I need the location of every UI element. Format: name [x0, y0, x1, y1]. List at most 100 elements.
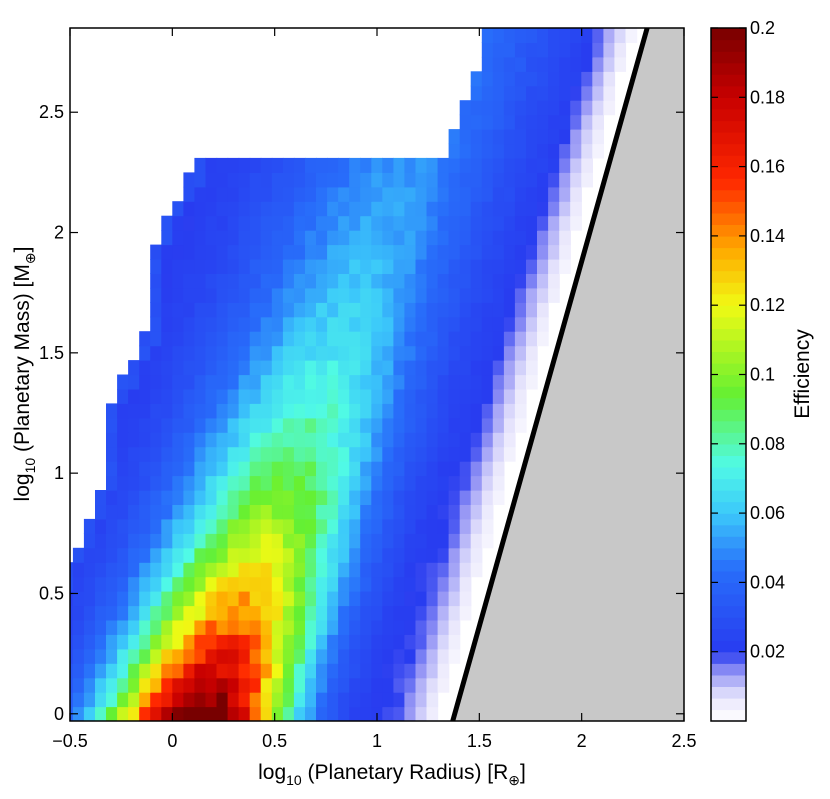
heatmap-cell [305, 562, 317, 578]
heatmap-cell [559, 129, 571, 145]
heatmap-cell [371, 504, 383, 520]
heatmap-cell [249, 259, 262, 274]
heatmap-cell [415, 634, 428, 650]
heatmap-cell [282, 316, 295, 332]
heatmap-cell [426, 706, 439, 721]
heatmap-cell [503, 446, 516, 462]
heatmap-cell [338, 663, 350, 679]
heatmap-cell [316, 331, 328, 347]
colorbar-tick-label: 0.14 [750, 226, 785, 246]
heatmap-cell [327, 490, 339, 505]
heatmap-cell [526, 360, 538, 376]
heatmap-cell [371, 157, 383, 173]
heatmap-cell [526, 129, 538, 145]
heatmap-cell [404, 619, 417, 635]
heatmap-cell [404, 677, 417, 693]
heatmap-cell [282, 201, 295, 217]
heatmap-cell [260, 706, 273, 721]
heatmap-cell [194, 490, 207, 505]
heatmap-cell [194, 186, 207, 202]
heatmap-cell [293, 331, 306, 347]
heatmap-cell [128, 576, 140, 592]
heatmap-cell [470, 302, 483, 318]
heatmap-cell [117, 446, 129, 462]
heatmap-cell [216, 648, 229, 664]
heatmap-cell [548, 201, 560, 217]
heatmap-cell [382, 475, 394, 491]
heatmap-cell [503, 42, 516, 58]
heatmap-cell [216, 677, 229, 693]
heatmap-cell [117, 706, 129, 721]
heatmap-cell [271, 186, 284, 202]
heatmap-cell [316, 403, 328, 419]
heatmap-cell [172, 259, 184, 274]
heatmap-cell [216, 417, 229, 433]
heatmap-cell [526, 374, 538, 390]
heatmap-cell [293, 273, 306, 289]
heatmap-cell [382, 518, 394, 534]
heatmap-cell [371, 562, 383, 578]
heatmap-cell [51, 606, 63, 621]
heatmap-cell [183, 576, 196, 592]
heatmap-cell [183, 490, 196, 505]
heatmap-cell [161, 518, 173, 534]
heatmap-cell [117, 374, 129, 390]
heatmap-cell [448, 215, 461, 231]
heatmap-cell [459, 504, 472, 520]
heatmap-cell [415, 374, 428, 390]
heatmap-cell [514, 157, 527, 173]
heatmap-cell [106, 403, 118, 419]
heatmap-cell [249, 562, 262, 578]
heatmap-cell [238, 461, 251, 477]
heatmap-cell [282, 576, 295, 592]
heatmap-cell [514, 316, 527, 332]
heatmap-cell [415, 345, 428, 361]
heatmap-cell [382, 562, 394, 578]
heatmap-cell [503, 374, 516, 390]
y-axis-ticks: 00.511.522.5 [39, 102, 684, 724]
heatmap-cell [570, 129, 582, 145]
heatmap-cell [183, 316, 196, 332]
heatmap-cell [581, 114, 593, 130]
heatmap-cell [503, 100, 516, 116]
heatmap-cell [426, 388, 439, 404]
heatmap-cell [382, 634, 394, 650]
heatmap-cell [161, 273, 173, 289]
heatmap-cell [260, 562, 273, 578]
heatmap-cell [338, 186, 350, 202]
heatmap-cell [72, 619, 85, 635]
heatmap-cell [404, 432, 417, 448]
heatmap-cell [404, 663, 417, 679]
heatmap-cell [216, 576, 229, 592]
heatmap-cell [338, 504, 350, 520]
colorbar-swatch [711, 501, 746, 514]
heatmap-cell [260, 692, 273, 708]
heatmap-cell [305, 518, 317, 534]
heatmap-cell [249, 461, 262, 477]
heatmap-cell [172, 302, 184, 318]
heatmap-cell [51, 620, 63, 635]
heatmap-cell [117, 417, 129, 433]
heatmap-cell [415, 518, 428, 534]
heatmap-cell [570, 42, 582, 58]
heatmap-cell [437, 374, 450, 390]
colorbar-swatch [711, 224, 746, 237]
heatmap-cell [470, 518, 483, 534]
heatmap-cell [238, 591, 251, 607]
heatmap-cell [426, 605, 439, 621]
heatmap-cell [360, 475, 372, 491]
heatmap-cell [316, 201, 328, 217]
heatmap-cell [293, 446, 306, 462]
heatmap-cell [338, 374, 350, 390]
heatmap-cell [393, 432, 406, 448]
heatmap-cell [603, 42, 616, 58]
heatmap-cell [83, 518, 96, 534]
heatmap-cell [349, 648, 361, 664]
heatmap-cell [293, 157, 306, 173]
heatmap-cell [271, 201, 284, 217]
heatmap-cell [161, 619, 173, 635]
heatmap-cell [360, 634, 372, 650]
heatmap-cell [293, 619, 306, 635]
heatmap-cell [327, 259, 339, 274]
heatmap-cell [492, 302, 505, 318]
